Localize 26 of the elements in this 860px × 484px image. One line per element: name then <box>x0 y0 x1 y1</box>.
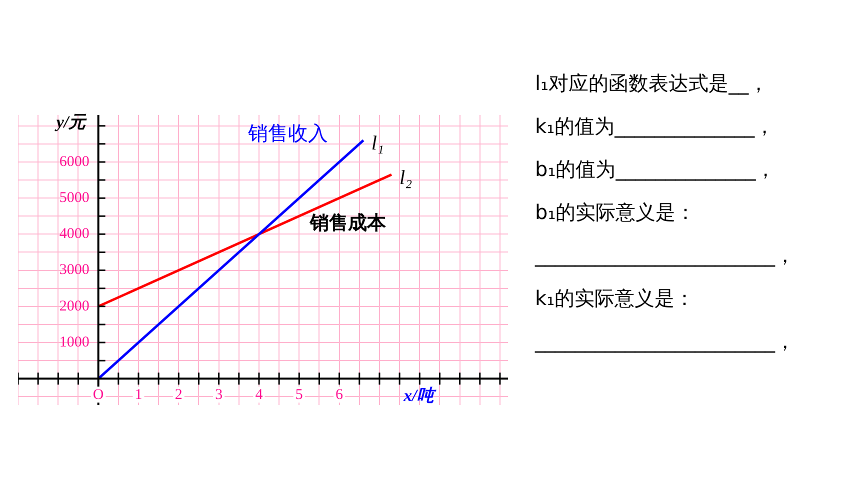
y-tick-label: 1000 <box>59 334 90 350</box>
x-tick-label: 5 <box>295 387 303 404</box>
x-tick-label: 3 <box>215 387 223 404</box>
y-tick-label: 4000 <box>59 226 90 242</box>
text: ________________________， <box>535 328 796 355</box>
series-label: l₂ <box>400 166 412 189</box>
text: b₁的值为______________， <box>535 156 777 183</box>
y-tick-label: 3000 <box>59 262 90 278</box>
x-tick-label: 2 <box>174 387 182 404</box>
annotation: 销售成本 <box>310 211 386 236</box>
x-tick-label: 6 <box>336 387 344 404</box>
text: l₁对应的函数表达式是__， <box>535 70 770 97</box>
x-tick-label: 4 <box>255 387 264 404</box>
text: ________________________， <box>535 242 796 269</box>
text: k₁的实际意义是： <box>535 285 696 312</box>
y-tick-label: 6000 <box>59 154 90 170</box>
text: b₁的实际意义是： <box>535 199 697 226</box>
x-axis-title: x/吨 <box>402 386 437 406</box>
x-tick-label: 1 <box>134 387 142 404</box>
y-tick-label: 2000 <box>59 298 90 314</box>
annotation: 销售收入 <box>248 120 328 147</box>
y-tick-label: 5000 <box>59 190 90 206</box>
series-label: l₁ <box>371 132 384 155</box>
x-tick-label: O <box>92 387 104 404</box>
y-axis-title: y/元 <box>54 112 88 132</box>
text: k₁的值为______________， <box>535 113 776 140</box>
